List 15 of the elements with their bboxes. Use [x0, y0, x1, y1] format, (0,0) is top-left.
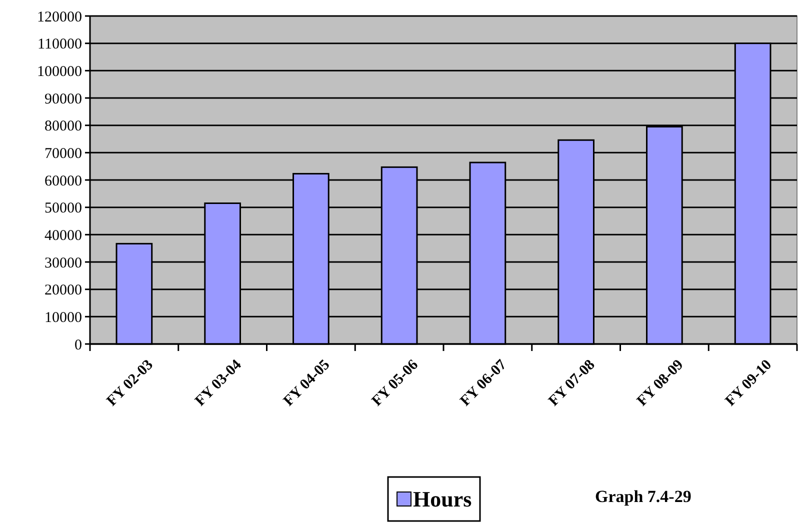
y-tick-label: 10000 — [44, 310, 82, 326]
y-tick-label: 50000 — [44, 200, 82, 217]
y-tick-label: 90000 — [44, 91, 82, 108]
y-tick-label: 40000 — [44, 228, 82, 244]
y-tick-label: 0 — [74, 337, 82, 354]
y-tick-label: 30000 — [44, 255, 82, 272]
y-tick-label: 60000 — [44, 173, 82, 190]
y-tick-label: 20000 — [44, 282, 82, 299]
legend-label: Hours — [413, 486, 472, 512]
y-tick-label: 120000 — [37, 9, 82, 26]
y-tick-label: 110000 — [38, 36, 82, 53]
y-tick-label: 80000 — [44, 118, 82, 135]
caption: Graph 7.4-29 — [595, 486, 692, 506]
y-tick-label: 70000 — [44, 146, 82, 162]
y-tick-label: 100000 — [37, 64, 82, 80]
